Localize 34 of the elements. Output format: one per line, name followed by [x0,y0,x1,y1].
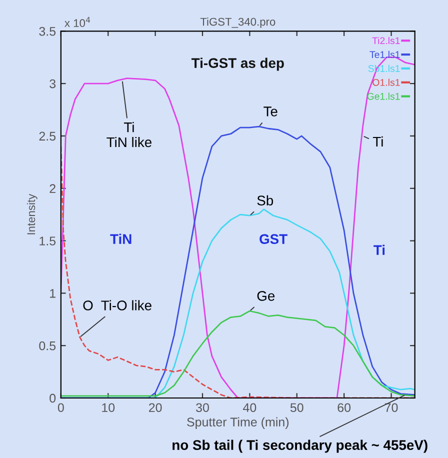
legend-label: Te1.ls1 [370,50,400,58]
x-tick-label: 50 [290,403,304,412]
annotation: Ti [372,136,383,146]
text: x 10$^{4}$ [64,17,90,28]
annotation: no Sb tail ( Ti secondary peak ~ 455eV) [172,440,428,453]
x-tick-label: 70 [384,403,398,412]
y-tick-label: 3 [50,79,56,88]
y-tick-label: 1 [50,289,56,298]
chart-title: TiGST_340.pro [200,18,276,28]
x-axis-title: Sputter Time (min) [187,417,289,429]
annotation: Sb [257,195,274,206]
annotation: Ge [257,291,275,301]
x-tick-label: 30 [196,403,209,412]
y-tick-label: 1.5 [40,236,56,246]
y-tick-label: 0.5 [39,341,56,350]
y-tick-label: 0 [50,394,56,403]
annotation: O Ti-O like [83,300,152,310]
x-tick-label: 60 [338,403,351,412]
annotation: TiN [110,234,132,244]
annotation: Te [264,106,278,116]
x-tick-label: 20 [148,403,162,412]
x-tick-label: 10 [102,403,115,412]
legend-label: O1.ls1 [372,78,400,86]
x-tick-label: 40 [243,403,256,412]
text: Ti-GST as dep [191,58,284,71]
annotation: Ti [374,244,385,255]
y-axis-title: Intensity [26,194,38,234]
y-tick-label: 3.5 [39,26,56,36]
annotation: Ti TiN like [106,122,152,148]
legend-label: Ti2.ls1 [372,36,400,44]
annotation: GST [260,234,288,244]
y-tick-label: 2.5 [39,132,56,141]
x-tick-label: 0 [58,403,64,412]
y-tick-label: 2 [50,184,56,193]
